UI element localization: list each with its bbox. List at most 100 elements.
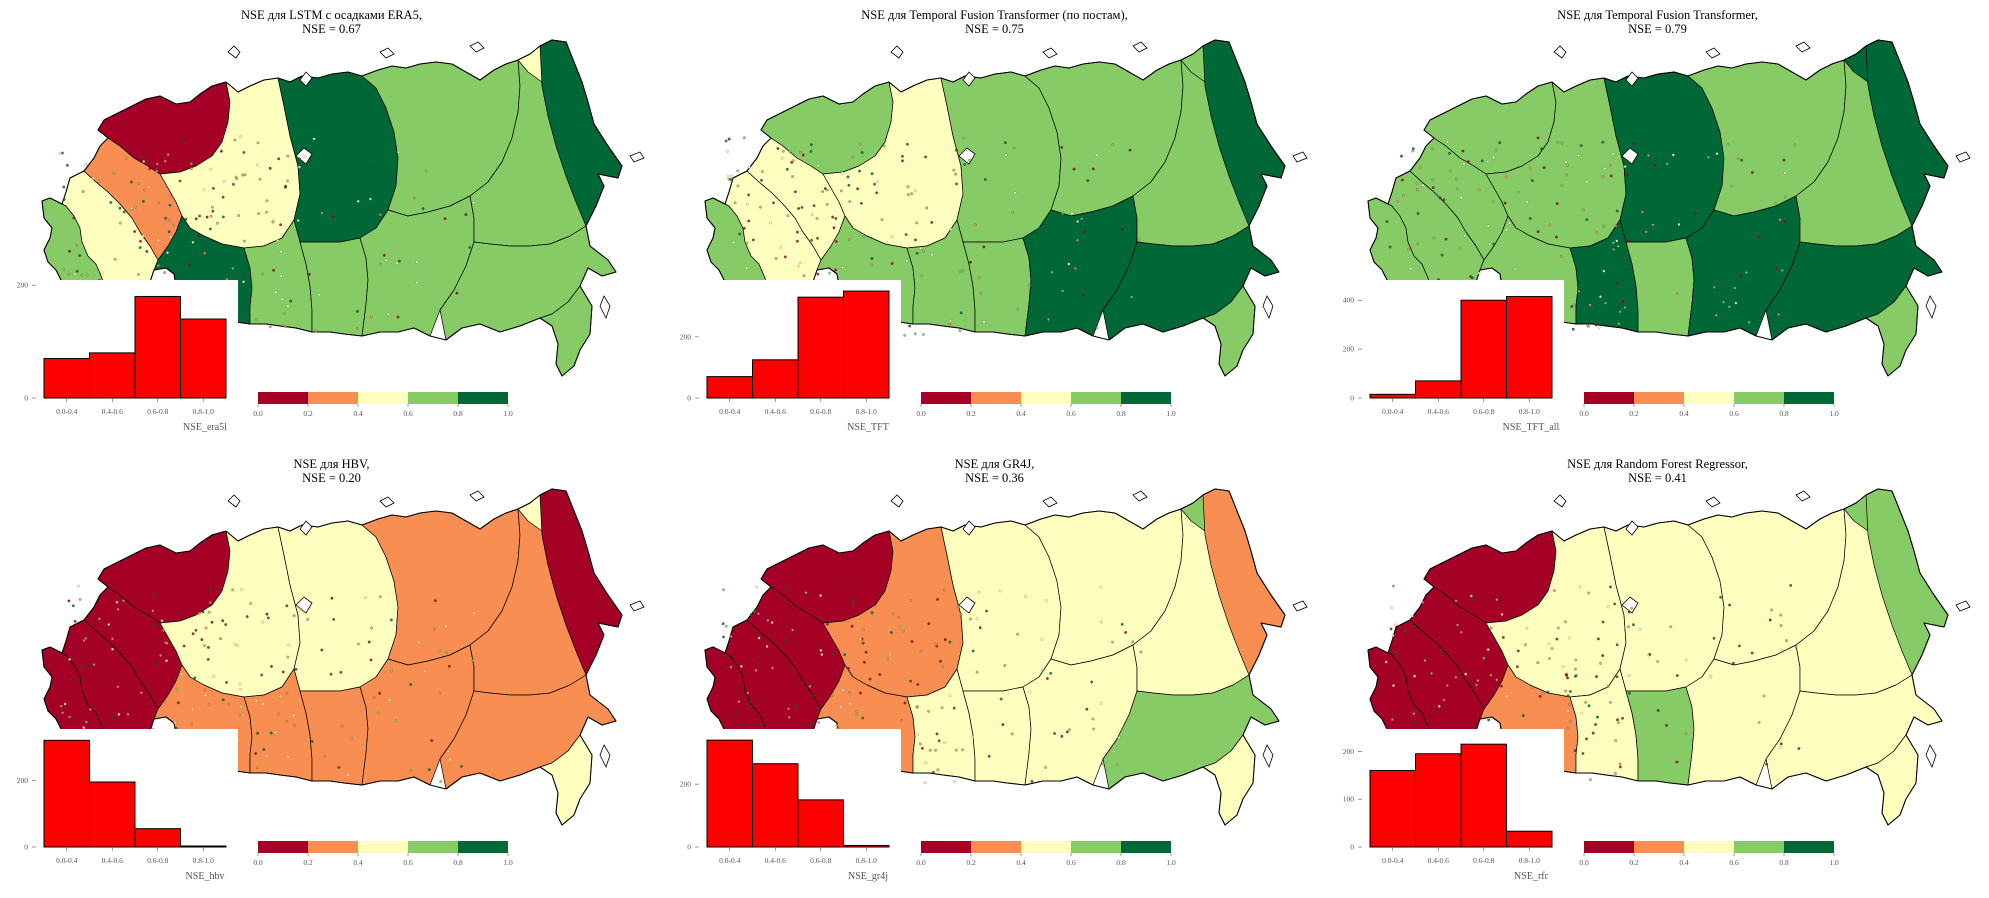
x-axis-label: NSE_rfr: [1514, 871, 1549, 882]
station-dot: [953, 780, 956, 784]
station-dot: [1407, 247, 1411, 251]
station-dot: [164, 216, 168, 220]
station-dot: [758, 205, 762, 209]
station-dot: [948, 322, 952, 326]
station-dot: [254, 751, 258, 755]
station-dot: [1709, 675, 1713, 678]
station-dot: [1768, 618, 1772, 622]
station-dot: [1779, 613, 1783, 617]
station-dot: [816, 236, 819, 240]
station-dot: [155, 169, 159, 173]
histogram-bar: [1506, 830, 1553, 848]
colorbar-tick-label: 0.0: [916, 409, 926, 418]
station-dot: [221, 698, 225, 702]
station-dot: [748, 700, 752, 704]
station-dot: [448, 758, 452, 762]
map: [704, 488, 1308, 826]
station-dot: [1421, 600, 1425, 604]
station-dot: [771, 666, 775, 670]
station-dot: [254, 699, 258, 703]
station-dot: [1641, 210, 1644, 214]
map: [704, 39, 1308, 377]
station-dot: [1393, 623, 1397, 627]
station-dot: [742, 226, 746, 230]
station-dot: [1566, 726, 1570, 730]
station-dot: [219, 149, 223, 153]
station-dot: [369, 315, 373, 319]
colorbar: 0.0 0.2 0.4 0.6 0.8 1.0: [253, 841, 513, 867]
station-dot: [294, 667, 298, 671]
station-dot: [68, 715, 72, 719]
station-dot: [152, 623, 156, 627]
station-dot: [961, 269, 965, 273]
station-dot: [1595, 675, 1598, 679]
station-dot: [1646, 153, 1650, 157]
station-dot: [745, 241, 749, 245]
island: [1621, 147, 1639, 165]
station-dot: [1770, 608, 1774, 612]
station-dot: [1757, 253, 1761, 257]
station-dot: [163, 700, 167, 704]
station-dot: [753, 609, 757, 612]
colorbar-segment: [1784, 392, 1834, 404]
island: [1625, 520, 1639, 536]
station-dot: [382, 253, 386, 257]
station-dot: [1060, 145, 1064, 149]
station-dot: [968, 617, 972, 621]
island: [1955, 151, 1971, 163]
station-dot: [1456, 187, 1459, 191]
station-dot: [959, 612, 963, 616]
colorbar-tick-label: 1.0: [1166, 858, 1176, 867]
station-dot: [1498, 594, 1501, 598]
station-dot: [1458, 246, 1462, 250]
x-tick-label: 0.8-1.0: [856, 407, 877, 416]
station-dot: [136, 610, 140, 614]
station-dot: [1587, 591, 1591, 595]
island: [1925, 744, 1937, 769]
station-dot: [816, 272, 820, 276]
station-dot: [455, 291, 459, 295]
station-dot: [859, 637, 862, 641]
station-dot: [1013, 191, 1017, 195]
station-dot: [277, 157, 281, 161]
station-dot: [210, 620, 214, 624]
station-dot: [841, 266, 844, 269]
chart-svg: 0.0-0.4 0.4-0.6 0.6-0.8 0.8-1.0 0 200 NSE_gr4j…: [680, 488, 1308, 882]
panel-gr4j: NSE для GR4J, NSE = 0.36 0.0-0.4 0.4-0.6 0.…: [663, 449, 1326, 898]
station-dot: [1131, 640, 1135, 644]
station-dot: [116, 607, 120, 611]
island: [227, 45, 241, 59]
colorbar-segment: [258, 841, 308, 853]
colorbar-tick-label: 0.8: [1779, 409, 1789, 418]
station-dot: [749, 613, 753, 617]
station-dot: [271, 220, 275, 224]
station-dot: [1669, 625, 1673, 629]
station-dot: [810, 238, 814, 242]
chart-title: NSE для Random Forest Regressor, NSE = 0.…: [1567, 457, 1748, 485]
colorbar-tick-label: 1.0: [1829, 409, 1839, 418]
island: [469, 490, 485, 502]
colorbar-segment: [1121, 392, 1171, 404]
station-dot: [1612, 247, 1616, 251]
station-dot: [1565, 173, 1568, 177]
station-dot: [302, 155, 306, 159]
station-dot: [962, 136, 966, 140]
station-dot: [286, 655, 290, 659]
x-axis-label: NSE_TFT_all: [1503, 422, 1560, 433]
station-dot: [739, 664, 743, 668]
station-dot: [1536, 661, 1540, 665]
station-dot: [958, 329, 962, 333]
station-dot: [286, 304, 290, 308]
colorbar-tick-label: 0.8: [453, 409, 463, 418]
station-dot: [1515, 665, 1519, 669]
station-dot: [255, 318, 259, 321]
station-dot: [1454, 675, 1458, 679]
station-dot: [1412, 625, 1416, 628]
station-dot: [206, 657, 210, 661]
station-dot: [332, 617, 336, 621]
station-dot: [921, 333, 925, 336]
station-dot: [745, 266, 749, 270]
island: [1292, 151, 1308, 163]
station-dot: [1546, 690, 1550, 694]
station-dot: [1030, 779, 1034, 783]
